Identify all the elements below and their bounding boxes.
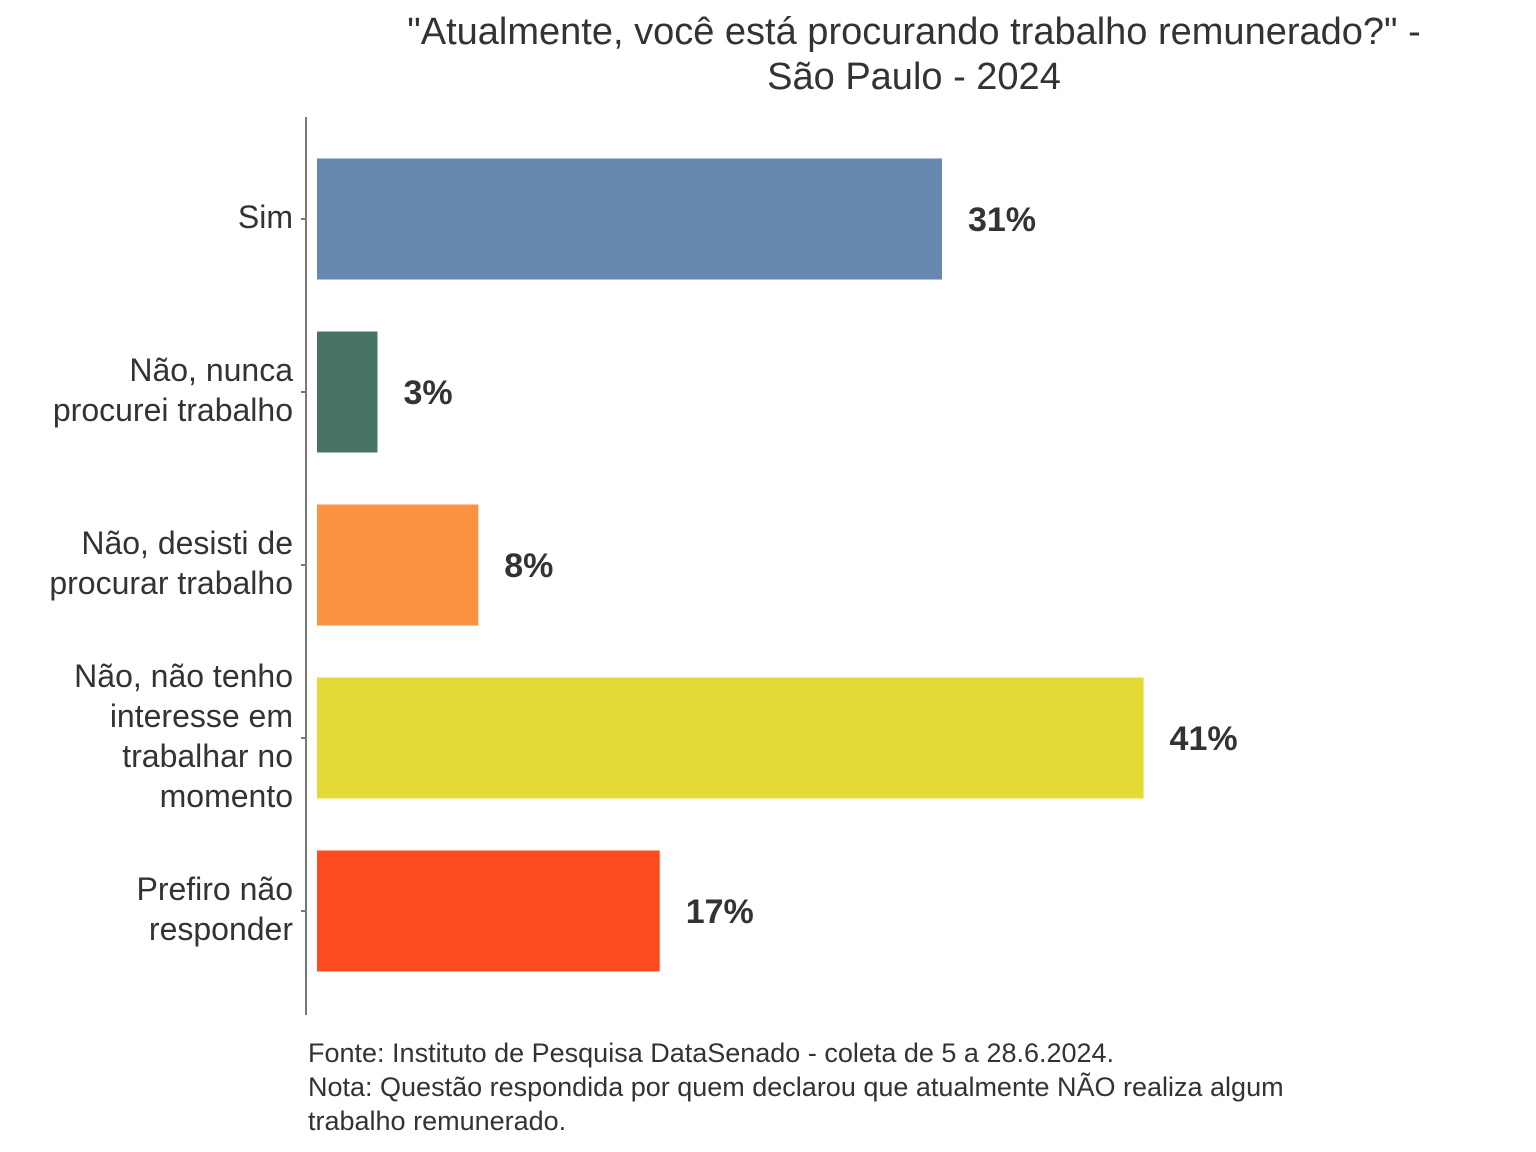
category-label-line: Prefiro não: [136, 871, 293, 907]
data-label: 3%: [403, 374, 452, 412]
category-label-line: Não, nunca: [129, 352, 293, 388]
category-label: Prefiro não responder: [136, 869, 293, 949]
category-label-line: procurar trabalho: [49, 565, 293, 601]
category-label-line: momento: [159, 778, 293, 814]
note-line-2: trabalho remunerado.: [308, 1106, 567, 1136]
category-label-line: Não, não tenho: [74, 658, 293, 694]
category-label-line: procurei trabalho: [52, 392, 293, 428]
category-label-line: Sim: [237, 199, 293, 235]
bar: [317, 850, 660, 972]
chart-title-line-1: "Atualmente, você está procurando trabal…: [407, 11, 1421, 53]
bar: [317, 331, 378, 453]
bar: [317, 158, 942, 280]
category-label: Não, nunca procurei trabalho: [53, 350, 293, 430]
chart-title-line-2: São Paulo - 2024: [767, 56, 1061, 98]
chart-title: "Atualmente, você está procurando trabal…: [300, 10, 1528, 100]
data-label: 41%: [1170, 720, 1238, 758]
category-label: Não, desisti de procurar trabalho: [49, 523, 293, 603]
data-label: 8%: [504, 547, 553, 585]
chart-notes: Fonte: Instituto de Pesquisa DataSenado …: [308, 1036, 1508, 1138]
category-label: Não, não tenho interesse em trabalhar no mo…: [74, 656, 293, 816]
category-label-line: Não, desisti de: [81, 525, 293, 561]
bar: [317, 677, 1144, 799]
data-label: 17%: [686, 893, 754, 931]
category-label-line: responder: [148, 911, 293, 947]
bar: [317, 504, 479, 626]
category-label-line: trabalhar no: [122, 738, 293, 774]
data-label: 31%: [968, 201, 1036, 239]
source-note: Fonte: Instituto de Pesquisa DataSenado …: [308, 1038, 1115, 1068]
category-label-line: interesse em: [109, 698, 293, 734]
category-label: Sim: [238, 197, 293, 237]
note-line-1: Nota: Questão respondida por quem declar…: [308, 1072, 1284, 1102]
